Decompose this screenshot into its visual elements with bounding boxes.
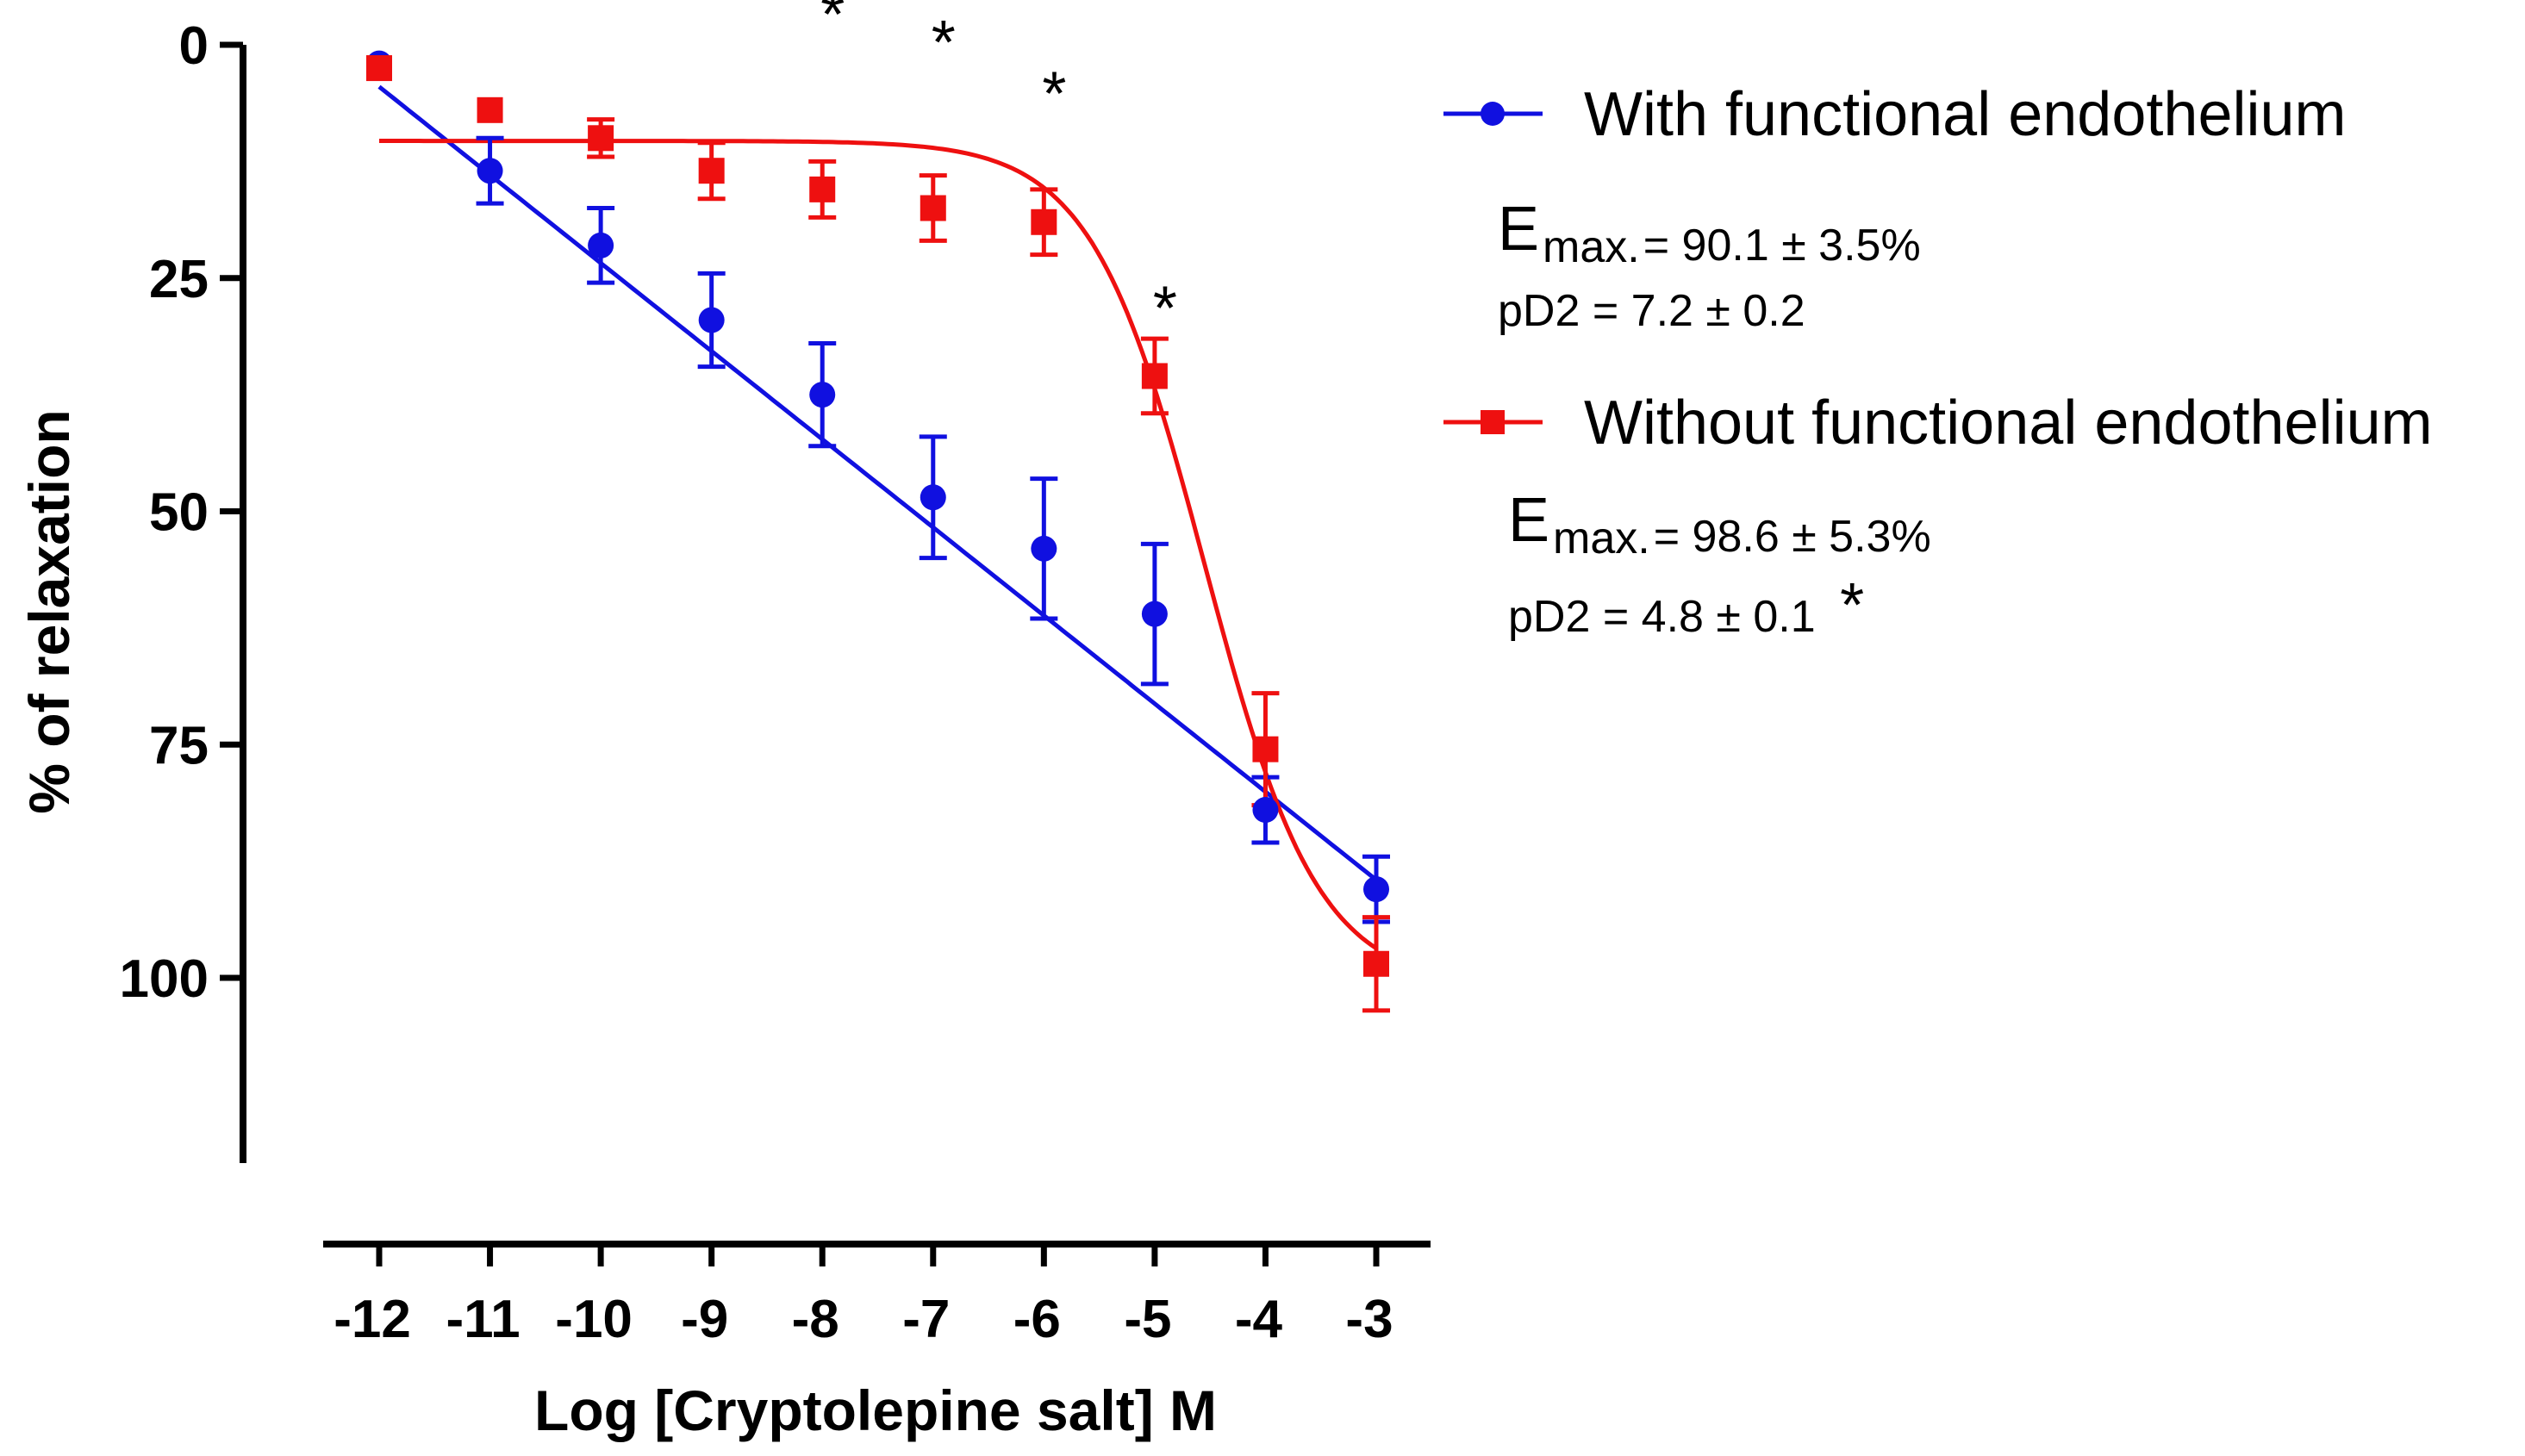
significance-asterisk: * (1153, 274, 1177, 343)
x-tick-label: -3 (1345, 1290, 1393, 1349)
fit-curve-with-endothelium (377, 84, 1378, 882)
x-tick-label: -9 (681, 1290, 728, 1349)
data-markers (366, 50, 1389, 977)
pd2-with-endothelium: pD2 = 7.2 ± 0.2 (1498, 286, 1805, 336)
error-bars (476, 117, 1390, 1013)
y-tick-label: 100 (120, 949, 209, 1009)
legend-label-without-endothelium: Without functional endothelium (1584, 389, 2433, 457)
x-tick-label: -4 (1235, 1290, 1283, 1349)
legend-label-with-endothelium: With functional endothelium (1584, 80, 2347, 149)
emax-subscript: max. (1553, 513, 1650, 563)
data-point-square (1363, 950, 1389, 977)
stats-with-endothelium: E max. = 90.1 ± 3.5% pD2 = 7.2 ± 0.2 (1498, 195, 1921, 336)
significance-asterisk: * (932, 9, 956, 78)
y-tick-label: 75 (149, 716, 209, 775)
fit-curves (377, 84, 1378, 950)
data-point-square (920, 195, 946, 221)
emax-value: = 90.1 ± 3.5% (1643, 221, 1921, 271)
x-tick-label: -10 (555, 1290, 633, 1349)
data-point-circle (1141, 600, 1168, 627)
x-axis-title: Log [Cryptolepine salt] M (534, 1378, 1217, 1442)
legend-marker-circle-icon (1481, 102, 1505, 126)
data-point-circle (588, 232, 614, 258)
y-axis-title: % of relaxation (17, 409, 81, 813)
data-point-square (809, 176, 836, 202)
legend-entry-without-endothelium: Without functional endothelium (1443, 389, 2433, 457)
data-point-circle (477, 158, 503, 184)
data-point-circle (1031, 535, 1057, 562)
x-tick-label: -12 (334, 1290, 411, 1349)
significance-asterisk: * (1042, 59, 1066, 128)
fit-curve-without-endothelium (379, 139, 1378, 950)
data-point-square (477, 96, 503, 123)
data-point-circle (809, 382, 836, 408)
x-tick-label: -7 (902, 1290, 950, 1349)
emax-with-endothelium: E max. = 90.1 ± 3.5% (1498, 195, 1921, 272)
data-point-square (1031, 208, 1057, 235)
x-tick-label: -5 (1124, 1290, 1171, 1349)
stats-without-endothelium: E max. = 98.6 ± 5.3% pD2 = 4.8 ± 0.1 * (1508, 486, 1931, 642)
significance-asterisk: * (820, 0, 845, 49)
axes: 0 25 50 75 100 -12 -11 -10 -9 -8 -7 -6 -5 -4 -3 (120, 16, 1431, 1349)
legend-marker-square-icon (1481, 410, 1505, 434)
data-point-circle (920, 484, 946, 511)
emax-without-endothelium: E max. = 98.6 ± 5.3% (1508, 486, 1931, 563)
pd2-without-endothelium: pD2 = 4.8 ± 0.1 * (1508, 571, 1864, 642)
legend-entry-with-endothelium: With functional endothelium (1443, 80, 2347, 149)
x-tick-label: -6 (1013, 1290, 1061, 1349)
legend: With functional endothelium E max. = 90.… (1443, 80, 2433, 642)
x-tick-label: -8 (792, 1290, 839, 1349)
data-point-circle (1363, 876, 1389, 903)
emax-symbol: E (1498, 195, 1539, 264)
data-point-square (698, 158, 725, 184)
emax-subscript: max. (1543, 222, 1640, 272)
data-point-circle (1252, 797, 1279, 824)
data-point-square (1141, 363, 1168, 389)
x-tick-label: -11 (446, 1290, 520, 1349)
data-point-square (366, 55, 392, 82)
data-point-square (1252, 736, 1279, 762)
data-point-square (588, 125, 614, 152)
pd2-value: pD2 = 4.8 ± 0.1 (1508, 592, 1816, 642)
y-tick-label: 0 (179, 16, 209, 76)
y-tick-label: 50 (149, 483, 209, 543)
data-point-circle (698, 307, 725, 333)
y-ticks: 0 25 50 75 100 (120, 16, 243, 1009)
emax-symbol: E (1508, 486, 1549, 555)
emax-value: = 98.6 ± 5.3% (1654, 512, 1931, 562)
x-ticks: -12 -11 -10 -9 -8 -7 -6 -5 -4 -3 (334, 1244, 1393, 1349)
y-tick-label: 25 (149, 250, 209, 309)
significance-annotations: * * * * (820, 0, 1177, 343)
pd2-significance-mark: * (1840, 571, 1864, 640)
